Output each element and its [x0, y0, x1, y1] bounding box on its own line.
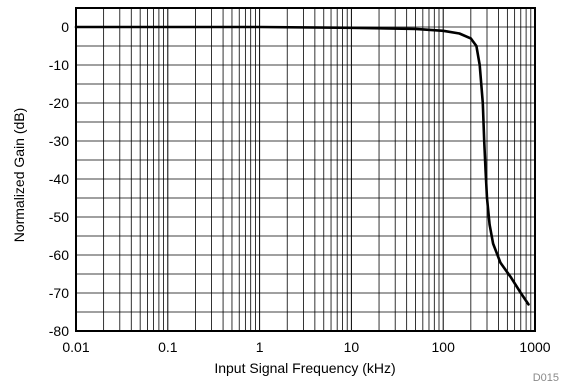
y-tick-label: -10 [49, 57, 69, 73]
x-tick-label: 1 [256, 339, 264, 355]
x-tick-label: 10 [344, 339, 360, 355]
y-tick-label: 0 [61, 19, 69, 35]
x-axis-title: Input Signal Frequency (kHz) [214, 360, 395, 376]
y-tick-label: -40 [49, 171, 69, 187]
grid-lines [75, 7, 535, 332]
y-tick-label: -80 [49, 323, 69, 339]
figure-code-label: D015 [533, 372, 559, 384]
x-tick-label: 1000 [519, 339, 550, 355]
plot-frame [75, 7, 536, 332]
y-tick-label: -50 [49, 209, 69, 225]
x-tick-label: 100 [432, 339, 456, 355]
y-axis-title: Normalized Gain (dB) [11, 108, 27, 243]
y-tick-label: -20 [49, 95, 69, 111]
x-tick-labels: 0.01 0.1 1 10 100 1000 [62, 339, 550, 355]
y-tick-label: -70 [49, 285, 69, 301]
x-tick-label: 0.01 [62, 339, 89, 355]
y-tick-labels: 0 -10 -20 -30 -40 -50 -60 -70 -80 [49, 19, 69, 339]
plot-area [74, 25, 530, 306]
y-tick-label: -30 [49, 133, 69, 149]
gain-curve-line [74, 25, 530, 306]
x-tick-label: 0.1 [158, 339, 178, 355]
y-tick-label: -60 [49, 247, 69, 263]
